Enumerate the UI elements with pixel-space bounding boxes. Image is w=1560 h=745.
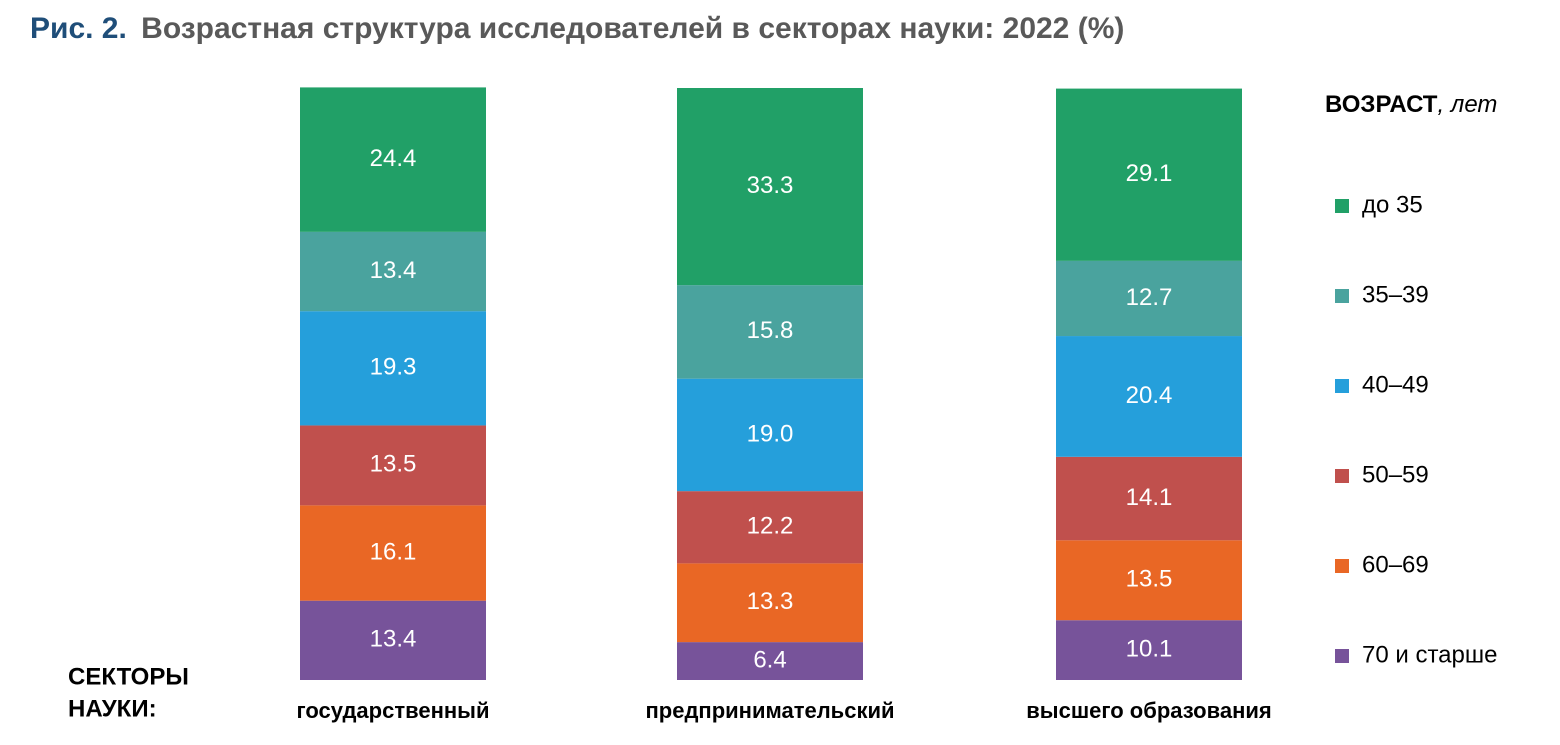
title-text: Возрастная структура исследователей в се… (141, 12, 1124, 45)
data-label: 13.5 (370, 451, 417, 478)
bar-segment (677, 378, 863, 492)
bar-segment (677, 563, 863, 643)
legend-label: 50–59 (1362, 461, 1429, 488)
legend-label: 35–39 (1362, 281, 1429, 308)
x-axis-label: СЕКТОРЫ (68, 663, 189, 690)
bar-segment (300, 231, 486, 312)
legend-title-unit: , лет (1437, 91, 1497, 118)
bar-segment (677, 88, 863, 286)
bar-segment (300, 87, 486, 232)
x-tick-label: высшего образования (1026, 698, 1271, 723)
bar-segment (1056, 540, 1242, 621)
data-label: 13.4 (370, 626, 417, 653)
legend-label: до 35 (1362, 191, 1423, 218)
x-tick-label: государственный (297, 698, 490, 723)
x-axis-label: НАУКИ: (68, 695, 157, 722)
data-label: 13.5 (1126, 566, 1173, 593)
bar-segment (1056, 336, 1242, 457)
data-label: 13.3 (747, 588, 794, 615)
bar-segment (677, 642, 863, 680)
legend-label: 70 и старше (1362, 641, 1497, 668)
bar-segment (1056, 456, 1242, 541)
legend-label: 40–49 (1362, 371, 1429, 398)
data-label: 12.2 (747, 513, 794, 540)
legend-swatch (1335, 289, 1349, 303)
legend-swatch (1335, 649, 1349, 663)
data-label: 19.3 (370, 354, 417, 381)
chart-title: Рис. 2. Возрастная структура исследовате… (30, 12, 1124, 45)
data-label: 16.1 (370, 538, 417, 565)
data-label: 13.4 (370, 257, 417, 284)
legend-swatch (1335, 199, 1349, 213)
bar-segment (677, 285, 863, 379)
bar-segment (1056, 620, 1242, 680)
data-label: 12.7 (1126, 284, 1173, 311)
bar-segment (300, 311, 486, 426)
data-label: 6.4 (753, 646, 786, 673)
data-label: 10.1 (1126, 635, 1173, 662)
legend-title-main: ВОЗРАСТ (1325, 91, 1438, 118)
legend-swatch (1335, 559, 1349, 573)
bar-segment (677, 491, 863, 564)
data-label: 14.1 (1126, 484, 1173, 511)
data-label: 24.4 (370, 145, 417, 172)
bar-segment (300, 600, 486, 680)
legend-title: ВОЗРАСТ, лет (1325, 91, 1497, 118)
bar-segment (300, 505, 486, 601)
legend-swatch (1335, 379, 1349, 393)
data-label: 20.4 (1126, 382, 1173, 409)
x-tick-label: предпринимательский (645, 698, 894, 723)
data-label: 19.0 (747, 420, 794, 447)
data-label: 29.1 (1126, 160, 1173, 187)
title-prefix: Рис. 2. (30, 12, 127, 45)
legend-label: 60–69 (1362, 551, 1429, 578)
bar-segment (1056, 88, 1242, 261)
legend-swatch (1335, 469, 1349, 483)
bar-segment (1056, 260, 1242, 337)
bar-segment (300, 425, 486, 506)
data-label: 33.3 (747, 172, 794, 199)
data-label: 15.8 (747, 317, 794, 344)
